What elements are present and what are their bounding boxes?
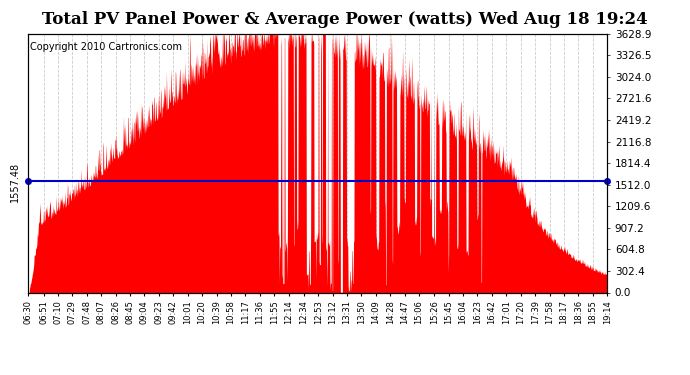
Text: Total PV Panel Power & Average Power (watts) Wed Aug 18 19:24: Total PV Panel Power & Average Power (wa…: [42, 11, 648, 28]
Text: Copyright 2010 Cartronics.com: Copyright 2010 Cartronics.com: [30, 42, 182, 51]
